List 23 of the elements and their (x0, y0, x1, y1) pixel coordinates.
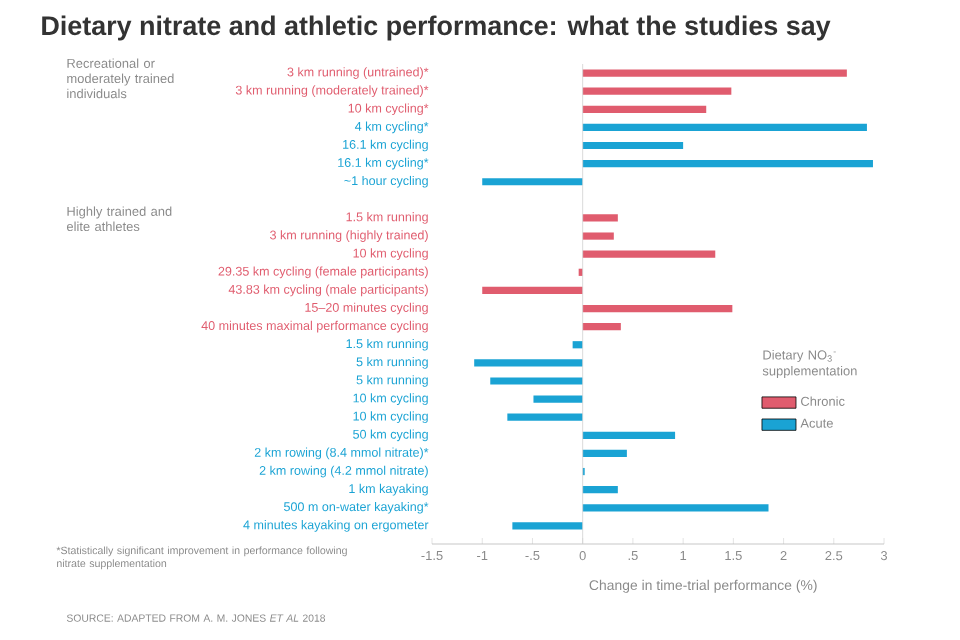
bar (474, 359, 583, 367)
bar (582, 504, 769, 512)
bar (582, 250, 716, 258)
bar (512, 522, 583, 530)
bar (582, 486, 618, 494)
bar (582, 160, 873, 168)
bar (533, 395, 583, 403)
bar (482, 286, 583, 295)
bar (582, 105, 707, 113)
bar (582, 87, 732, 95)
bar (507, 413, 583, 421)
bar (582, 69, 847, 77)
bar (582, 232, 614, 240)
bar (582, 123, 867, 131)
bar (490, 377, 583, 385)
bar (582, 449, 627, 458)
bar (582, 304, 733, 313)
bar (582, 431, 676, 439)
bar (582, 214, 618, 222)
chart-title: Dietary nitrate and athletic performance: what the studies say (42, 15, 831, 41)
bar (482, 178, 583, 186)
bar (582, 323, 621, 331)
bar (582, 141, 684, 150)
